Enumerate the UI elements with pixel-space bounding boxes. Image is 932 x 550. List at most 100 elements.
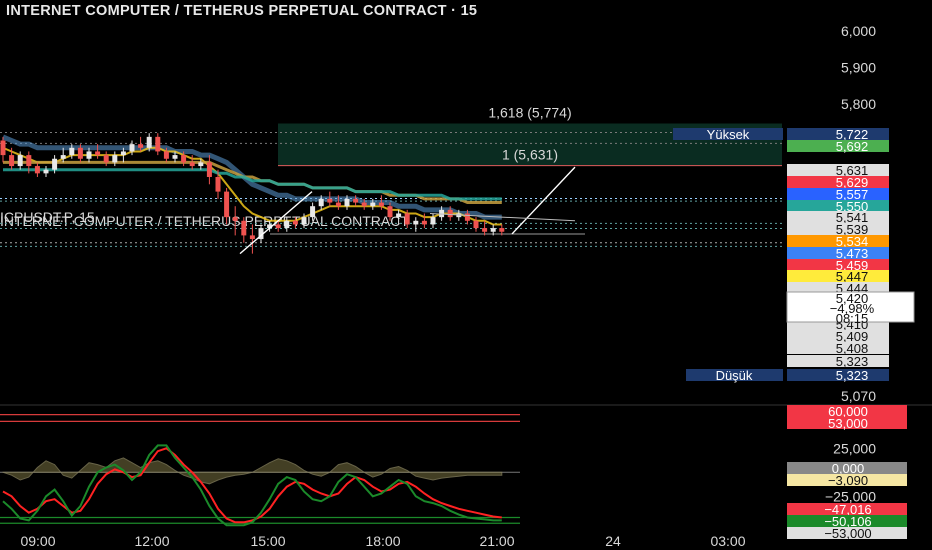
candle-body xyxy=(241,220,247,236)
current-price-countdown: 08:15 xyxy=(836,311,869,326)
x-axis-tick: 03:00 xyxy=(710,533,745,549)
candle-body xyxy=(473,220,479,229)
candle-body xyxy=(34,166,40,174)
price-tag-value: 5,447 xyxy=(836,269,869,284)
price-tag-value: 5,323 xyxy=(836,368,869,383)
price-tag xyxy=(787,188,889,200)
x-axis-tick: 12:00 xyxy=(134,533,169,549)
osc-level-value: 53,000 xyxy=(828,416,868,431)
candle-body xyxy=(344,198,350,207)
candle-body xyxy=(292,220,298,225)
price-tag xyxy=(787,223,889,235)
candle-body xyxy=(112,155,118,163)
candle-body xyxy=(155,136,161,152)
price-tag xyxy=(787,342,889,354)
candle-body xyxy=(224,191,230,218)
candle-body xyxy=(69,147,75,156)
price-tag-value: 5,629 xyxy=(836,175,869,190)
trendline xyxy=(239,191,313,255)
price-tag-value: 5,557 xyxy=(836,187,869,202)
candle-body xyxy=(353,198,359,203)
price-tag-value: 5,722 xyxy=(836,127,869,142)
y-axis-tick: 6,000 xyxy=(841,23,876,39)
oscillator-area xyxy=(2,457,503,485)
fib-label: 1 (5,631) xyxy=(502,147,558,163)
trendline xyxy=(511,166,576,235)
candle-body xyxy=(52,158,58,170)
price-tag-label xyxy=(673,128,783,140)
candle-body xyxy=(60,155,66,159)
candle-body xyxy=(387,206,393,218)
candle-body xyxy=(258,228,264,240)
price-tag-value: 5,409 xyxy=(836,329,869,344)
candle-body xyxy=(129,144,135,152)
candle-body xyxy=(0,140,6,156)
price-tag xyxy=(787,200,889,212)
price-tag xyxy=(787,140,889,152)
candle-body xyxy=(17,155,23,167)
price-tag xyxy=(787,211,889,223)
current-price-value: 5,420 xyxy=(836,291,869,306)
x-axis-tick: 18:00 xyxy=(365,533,400,549)
moving-average-line xyxy=(2,134,502,220)
y-axis-tick: 5,900 xyxy=(841,60,876,76)
candle-body xyxy=(26,155,32,167)
price-tag-value: 5,692 xyxy=(836,139,869,154)
x-axis-tick: 09:00 xyxy=(20,533,55,549)
candle-body xyxy=(482,228,488,232)
price-tag-label-text: Yüksek xyxy=(707,127,750,142)
candle-body xyxy=(464,213,470,221)
candle-body xyxy=(378,202,384,207)
candle-body xyxy=(430,217,436,225)
candle-body xyxy=(103,155,109,163)
candle-body xyxy=(370,202,376,207)
price-tag-value: 5,459 xyxy=(836,258,869,273)
candle-body xyxy=(198,162,204,167)
candle-body xyxy=(361,202,367,207)
x-axis-tick: 24 xyxy=(605,533,621,549)
candle-body xyxy=(447,209,453,218)
candle-body xyxy=(318,198,324,207)
osc-level-tag xyxy=(787,417,907,429)
candle-body xyxy=(77,147,83,159)
candle-body xyxy=(232,217,238,221)
candle-body xyxy=(43,169,49,174)
candle-body xyxy=(172,155,178,159)
candle-body xyxy=(120,151,126,156)
osc-level-value: −53,000 xyxy=(824,526,871,541)
chart-title: INTERNET COMPUTER / TETHERUS PERPETUAL C… xyxy=(6,3,478,19)
osc-level-value: 0,000 xyxy=(832,461,865,476)
osc-y-tick: −25,000 xyxy=(825,488,876,504)
candle-body xyxy=(396,213,402,218)
candle-body xyxy=(404,213,410,225)
candle-body xyxy=(181,155,187,163)
moving-average-line xyxy=(2,146,502,226)
osc-level-value: −47,016 xyxy=(824,502,871,517)
trendline xyxy=(429,213,576,222)
watermark-subtitle: INTERNET COMPUTER / TETHERUS PERPETUAL C… xyxy=(0,213,409,229)
x-axis-tick: 21:00 xyxy=(479,533,514,549)
candle-body xyxy=(275,224,281,229)
candle-body xyxy=(335,202,341,207)
osc-level-tag xyxy=(787,405,907,417)
osc-level-tag xyxy=(787,474,907,486)
osc-level-tag xyxy=(787,527,907,539)
price-tag xyxy=(787,176,889,188)
fib-label: 1,618 (5,774) xyxy=(488,104,571,120)
osc-y-tick: 25,000 xyxy=(833,440,876,456)
current-price-box xyxy=(786,291,915,323)
candle-body xyxy=(206,162,212,177)
candle-body xyxy=(215,177,221,192)
candle-body xyxy=(413,220,419,225)
price-tag-value: 5,534 xyxy=(836,234,869,249)
watermark-symbol: ICPUSDT.P, 15 xyxy=(0,209,95,225)
price-tag xyxy=(787,330,889,342)
price-tag-value: 5,550 xyxy=(836,199,869,214)
osc-level-tag xyxy=(787,515,907,527)
candle-body xyxy=(146,136,152,148)
price-tag-label-text: Düşük xyxy=(716,368,753,383)
price-tag-value: 5,631 xyxy=(836,163,869,178)
price-tag xyxy=(787,282,889,294)
oscillator-line xyxy=(2,447,502,524)
